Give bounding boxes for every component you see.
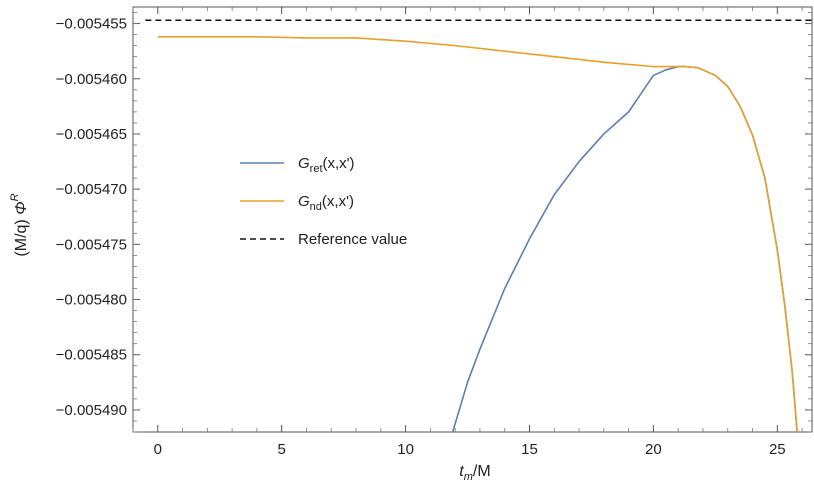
y-tick-label: −0.005460 bbox=[56, 71, 127, 88]
y-tick-label: −0.005490 bbox=[56, 402, 127, 419]
x-tick-label: 0 bbox=[154, 441, 162, 458]
series-layer bbox=[145, 19, 812, 432]
legend-label-args: (x,x') bbox=[323, 155, 355, 172]
y-tick-label: −0.005480 bbox=[56, 292, 127, 309]
x-tick-label: 25 bbox=[769, 441, 786, 458]
x-tick-label: 10 bbox=[397, 441, 414, 458]
legend-label: Reference value bbox=[298, 231, 407, 248]
y-tick-label: −0.005485 bbox=[56, 347, 127, 364]
y-axis-title-symbol: Φ bbox=[13, 201, 30, 214]
y-tick-label: −0.005470 bbox=[56, 181, 127, 198]
legend-label-main: Reference value bbox=[298, 231, 407, 248]
legend-label-sub: ret bbox=[310, 163, 323, 175]
legend-label-main: G bbox=[298, 193, 310, 210]
legend-label-args: (x,x') bbox=[322, 193, 354, 210]
x-axis-title-unit: /M bbox=[473, 463, 491, 480]
y-axis-title-prefix: (M/q) bbox=[13, 219, 30, 256]
x-axis-title: tm/M bbox=[459, 463, 490, 483]
plot-area bbox=[132, 6, 813, 433]
axes: 0 5 10 15 20 25 −0.005455 −0.005460 −0.005465 −0.… bbox=[56, 7, 812, 458]
x-tick-label: 20 bbox=[645, 441, 662, 458]
x-tick-label: 15 bbox=[521, 441, 538, 458]
y-tick-label: −0.005455 bbox=[56, 16, 127, 33]
y-axis-title-sup: R bbox=[9, 193, 21, 201]
legend-label-main: G bbox=[298, 155, 310, 172]
series-line-0 bbox=[451, 65, 798, 432]
y-tick-label: −0.005465 bbox=[56, 126, 127, 143]
y-axis-title: (M/q) ΦR bbox=[9, 193, 30, 256]
legend-label: Gnd(x,x') bbox=[298, 193, 354, 213]
series-line-1 bbox=[157, 36, 798, 432]
x-tick-label: 5 bbox=[278, 441, 286, 458]
legend: Gret(x,x')Gnd(x,x')Reference value bbox=[240, 155, 407, 248]
legend-label: Gret(x,x') bbox=[298, 155, 355, 175]
plot-frame bbox=[132, 6, 813, 433]
x-axis-title-sub: m bbox=[464, 471, 473, 483]
x-axis-title-main: t bbox=[459, 463, 464, 480]
legend-label-sub: nd bbox=[310, 201, 322, 213]
y-tick-label: −0.005475 bbox=[56, 236, 127, 253]
